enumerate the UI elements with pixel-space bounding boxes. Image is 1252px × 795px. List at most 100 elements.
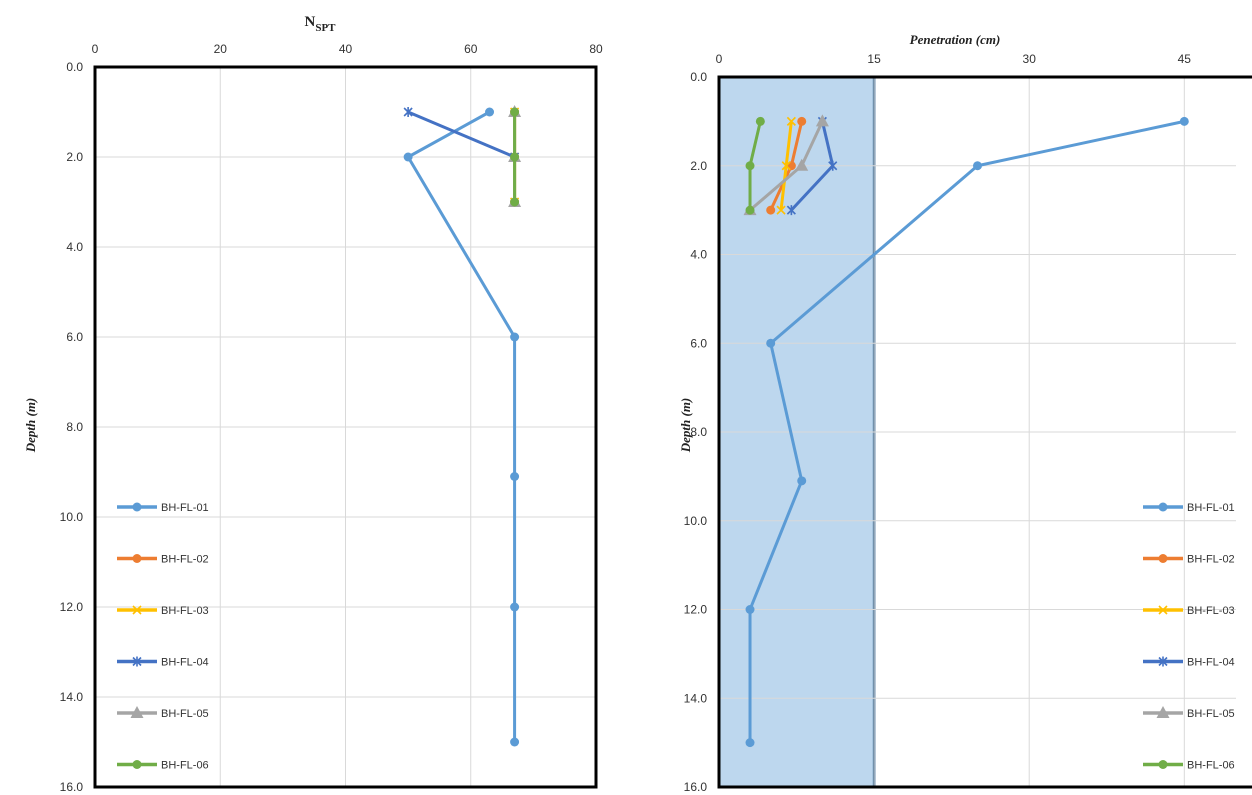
left-legend-item-bh-fl-04: BH-FL-04: [117, 656, 209, 669]
left-legend-swatch-marker: [132, 502, 142, 512]
penetration-chart-y-tick-labels: 0.0 2.0 4.0 6.0 8.0 10.0 12.0 14.0 16.0: [684, 70, 708, 794]
right-series-bh-fl-02: [766, 116, 807, 215]
right-x-tick-label: 15: [867, 52, 881, 66]
left-data-point-bh-fl-01: [510, 602, 520, 612]
left-legend-item-bh-fl-03: BH-FL-03: [117, 605, 209, 617]
right-data-point-bh-fl-01: [766, 338, 776, 348]
left-y-tick-label: 8.0: [66, 420, 83, 434]
right-y-tick-label: 14.0: [684, 691, 708, 705]
left-legend-label: BH-FL-02: [161, 554, 209, 566]
left-data-point-bh-fl-06: [510, 107, 520, 117]
nspt-chart-x-axis-title: NSPT: [304, 14, 336, 34]
left-legend-swatch-marker: [132, 656, 142, 667]
left-legend-swatch-marker: [130, 706, 144, 718]
right-legend-item-bh-fl-04: BH-FL-04: [1143, 656, 1235, 669]
left-series-bh-fl-04: [403, 107, 520, 162]
right-legend-label: BH-FL-01: [1187, 502, 1235, 514]
left-frame-rect: [93, 65, 598, 789]
right-data-point-bh-fl-05: [795, 158, 809, 171]
nspt-chart-x-axis-title-main: N: [304, 14, 315, 30]
right-y-tick-label: 12.0: [684, 603, 708, 617]
right-data-point-bh-fl-01: [1179, 116, 1189, 126]
left-data-point-bh-fl-04: [403, 107, 413, 117]
left-data-point-bh-fl-01: [403, 152, 413, 162]
left-legend-item-bh-fl-01: BH-FL-01: [117, 502, 209, 514]
left-legend-swatch-marker: [132, 605, 142, 615]
right-data-point-bh-fl-03: [786, 116, 796, 126]
right-data-point-bh-fl-03: [776, 205, 786, 215]
nspt-chart-legend: BH-FL-01 BH-FL-02 BH-FL-03 BH-FL-04 BH-FL-05…: [117, 502, 209, 772]
left-y-tick-label: 0.0: [66, 60, 83, 74]
left-legend-item-bh-fl-06: BH-FL-06: [117, 760, 209, 772]
right-legend-label: BH-FL-05: [1187, 708, 1235, 720]
left-data-point-bh-fl-01: [510, 332, 520, 342]
right-y-tick-label: 8.0: [690, 425, 707, 439]
right-legend-swatch-marker: [1158, 554, 1168, 563]
nspt-chart-y-axis-title: Depth (m): [23, 398, 38, 454]
right-legend-swatch-marker: [1158, 656, 1168, 667]
right-data-point-bh-fl-01: [745, 738, 755, 748]
right-x-tick-label: 45: [1178, 52, 1192, 66]
right-series-bh-fl-03: [776, 116, 796, 215]
right-data-point-bh-fl-02: [797, 116, 807, 126]
right-legend-label: BH-FL-04: [1187, 657, 1235, 669]
right-data-point-bh-fl-04: [786, 205, 796, 216]
left-y-tick-label: 12.0: [60, 600, 84, 614]
right-data-point-bh-fl-06: [745, 161, 755, 171]
right-data-point-bh-fl-06: [745, 205, 755, 215]
penetration-chart-series: [743, 114, 1189, 748]
left-legend-swatch-marker: [132, 554, 142, 563]
left-x-tick-label: 40: [339, 42, 353, 56]
left-legend-label: BH-FL-03: [161, 605, 209, 617]
right-legend-label: BH-FL-03: [1187, 605, 1235, 617]
right-data-point-bh-fl-02: [766, 205, 776, 215]
right-legend-item-bh-fl-02: BH-FL-02: [1143, 554, 1235, 566]
right-data-point-bh-fl-05: [815, 114, 829, 127]
right-data-point-bh-fl-01: [973, 161, 982, 171]
left-series-bh-fl-06: [510, 107, 520, 207]
nspt-chart-grid: [94, 66, 597, 788]
right-data-point-bh-fl-04: [828, 160, 838, 171]
left-legend-item-bh-fl-02: BH-FL-02: [117, 554, 209, 566]
right-data-point-bh-fl-03: [781, 161, 791, 171]
left-data-point-bh-fl-06: [510, 197, 520, 207]
right-legend-swatch-marker: [1158, 605, 1168, 615]
nspt-chart-plot-frame: [93, 65, 598, 789]
left-data-point-bh-fl-06: [510, 152, 520, 162]
right-y-tick-label: 6.0: [690, 336, 707, 350]
right-y-tick-label: 0.0: [690, 70, 707, 84]
right-y-tick-label: 16.0: [684, 780, 708, 794]
right-legend-item-bh-fl-03: BH-FL-03: [1143, 605, 1235, 617]
left-y-tick-label: 4.0: [66, 240, 83, 254]
penetration-chart-x-axis-title: Penetration (cm): [910, 32, 1001, 47]
nspt-chart-y-tick-labels: 0.0 2.0 4.0 6.0 8.0 10.0 12.0 14.0 16.0: [60, 60, 84, 794]
penetration-chart-legend: BH-FL-01 BH-FL-02 BH-FL-03 BH-FL-04 BH-FL-05…: [1143, 502, 1235, 772]
left-legend-label: BH-FL-04: [161, 657, 209, 669]
left-data-point-bh-fl-01: [485, 107, 495, 117]
right-data-point-bh-fl-06: [755, 116, 765, 126]
left-legend-item-bh-fl-05: BH-FL-05: [117, 706, 209, 720]
right-y-tick-label: 10.0: [684, 514, 708, 528]
left-legend-label: BH-FL-06: [161, 760, 209, 772]
left-y-tick-label: 16.0: [60, 780, 84, 794]
right-legend-item-bh-fl-06: BH-FL-06: [1143, 760, 1235, 772]
left-legend-label: BH-FL-05: [161, 708, 209, 720]
right-frame-axes: [717, 75, 1252, 789]
left-series-line-bh-fl-01: [406, 110, 517, 742]
right-series-bh-fl-06: [745, 116, 765, 215]
right-legend-swatch-marker: [1158, 502, 1168, 512]
right-series-bh-fl-01: [745, 116, 1189, 748]
right-legend-item-bh-fl-05: BH-FL-05: [1143, 706, 1235, 720]
nspt-chart-x-axis-title-sub: SPT: [315, 22, 336, 34]
right-x-tick-label: 0: [716, 52, 723, 66]
right-legend-label: BH-FL-06: [1187, 760, 1235, 772]
left-y-tick-label: 14.0: [60, 690, 84, 704]
left-series-bh-fl-01: [403, 107, 520, 747]
right-legend-label: BH-FL-02: [1187, 554, 1235, 566]
right-y-tick-label: 4.0: [690, 248, 707, 262]
left-series-line-bh-fl-04: [407, 110, 516, 159]
left-legend-label: BH-FL-01: [161, 502, 209, 514]
left-x-tick-label: 0: [92, 42, 99, 56]
left-legend-swatch-marker: [132, 760, 142, 769]
right-data-point-bh-fl-01: [797, 476, 807, 486]
